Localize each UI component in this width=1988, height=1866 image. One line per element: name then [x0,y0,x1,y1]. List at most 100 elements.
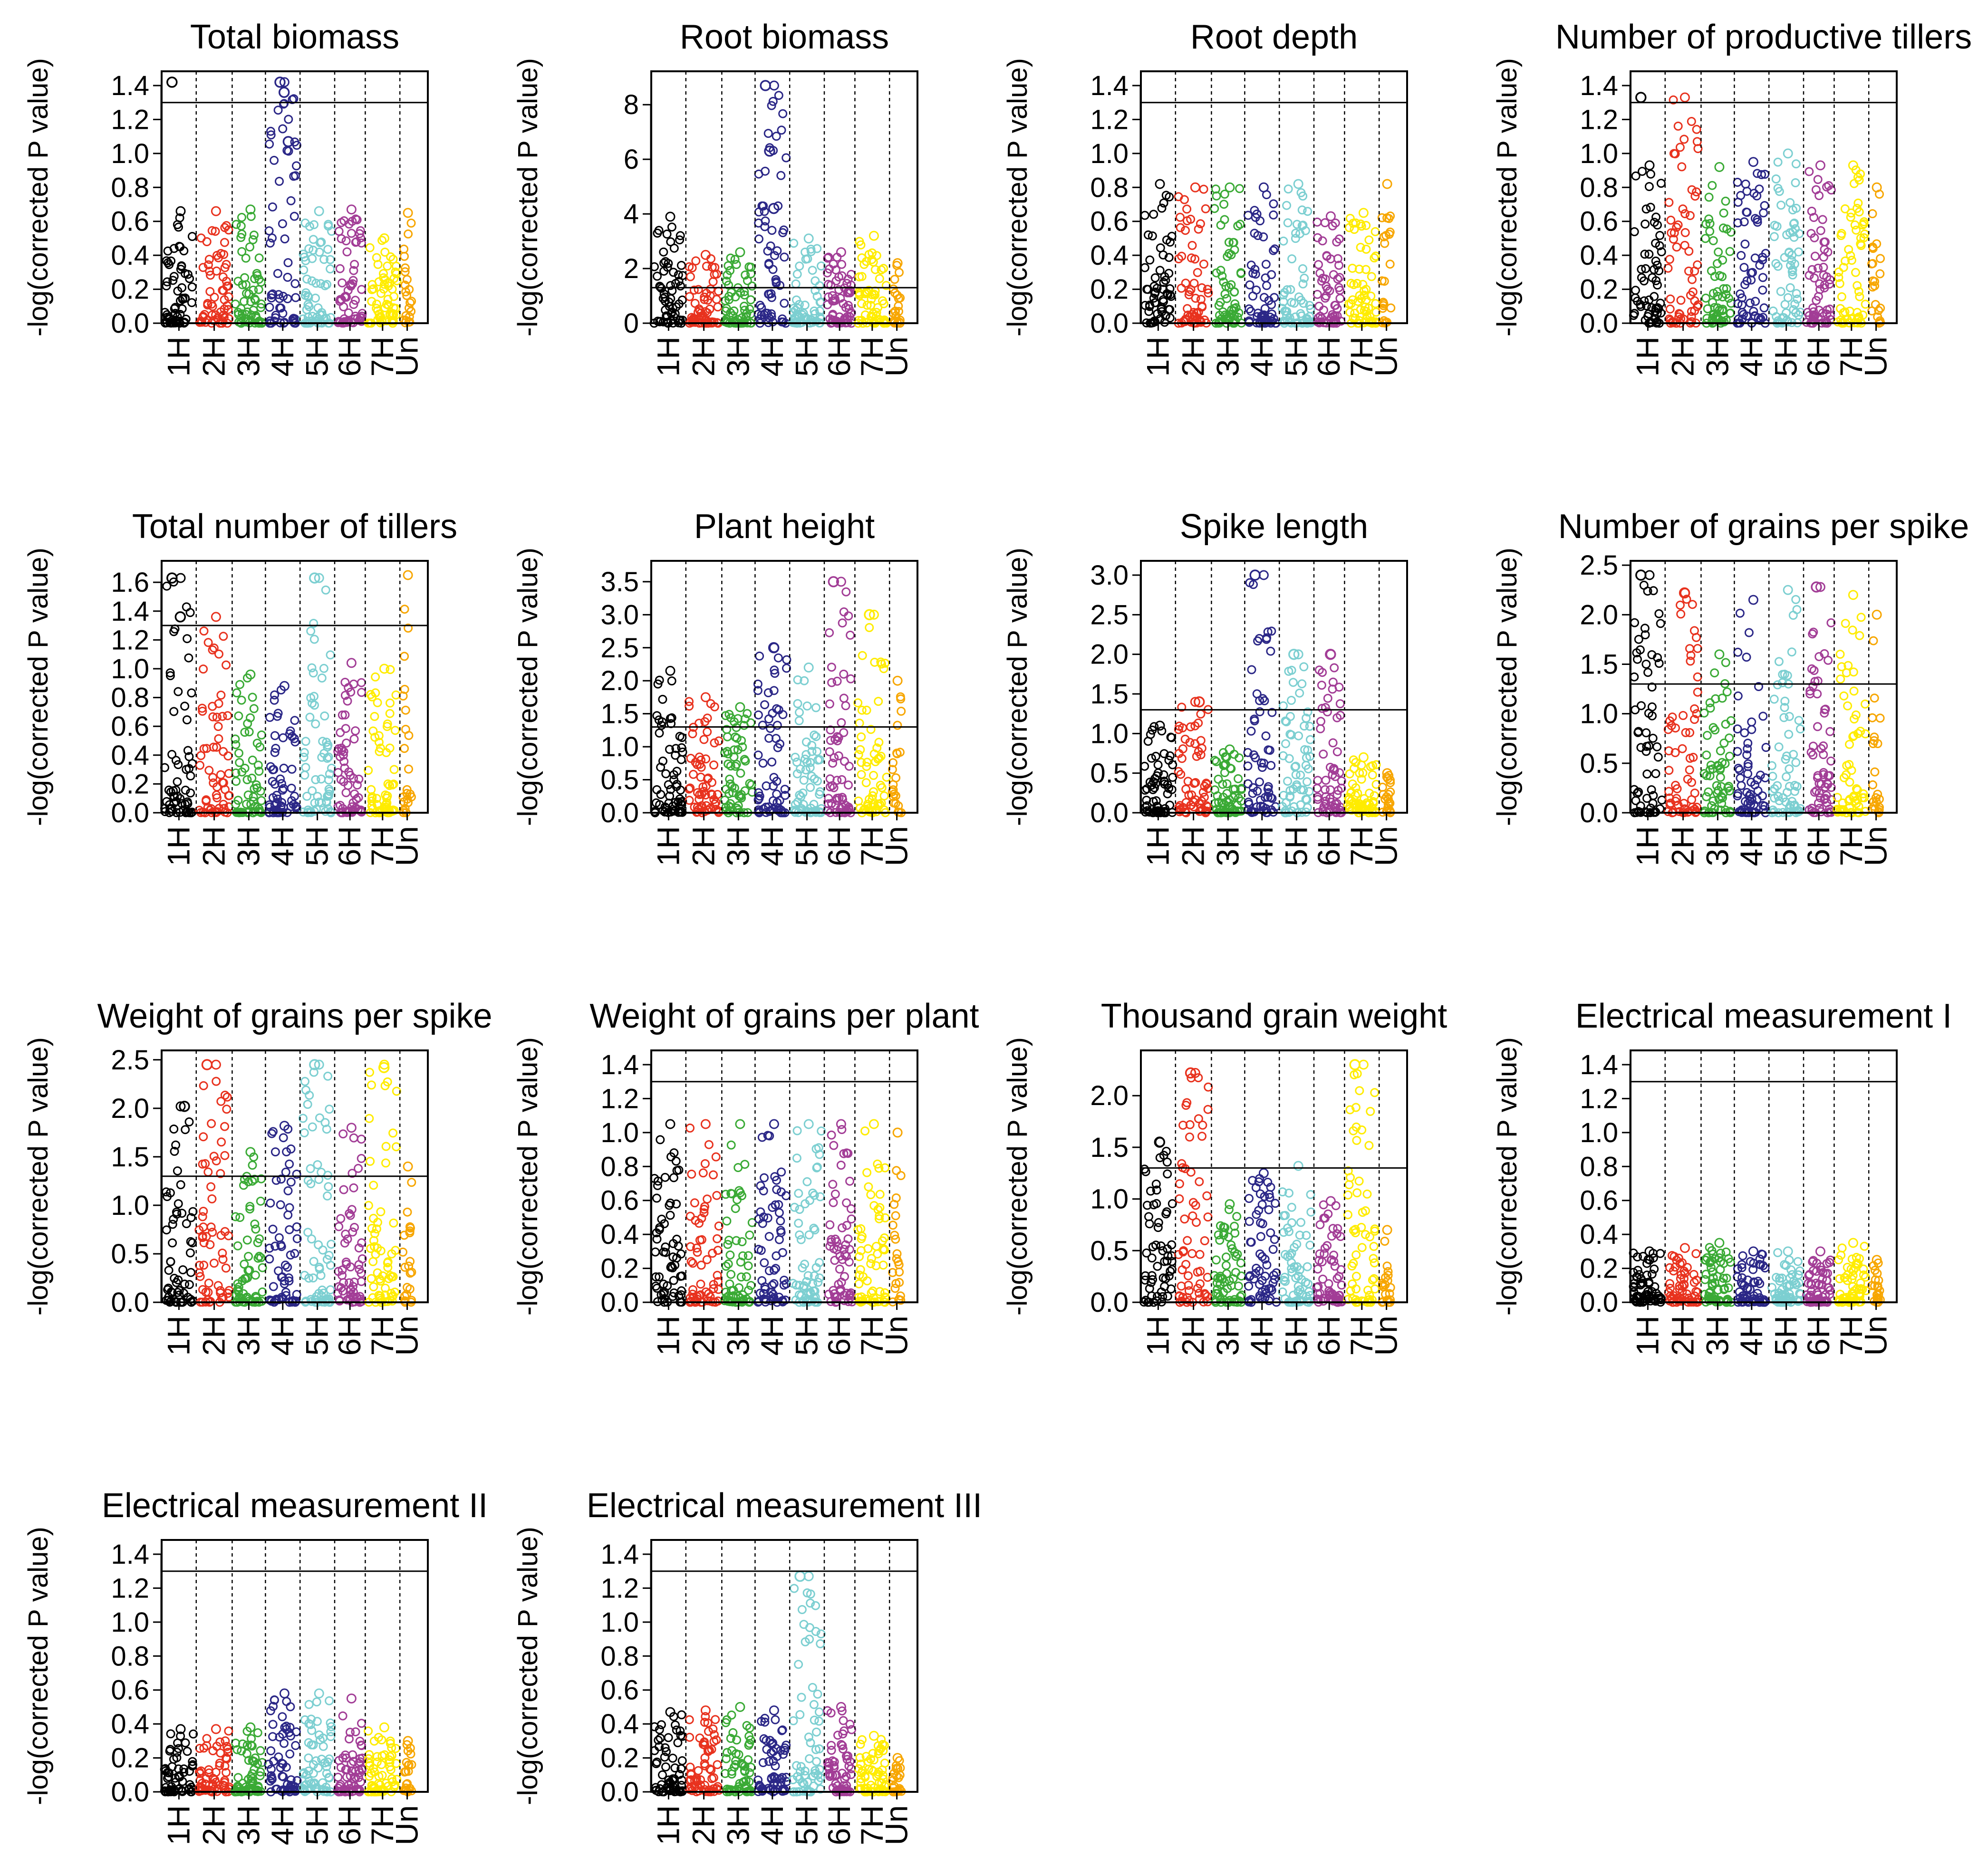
data-point [357,688,367,697]
data-point [224,225,233,235]
data-point [1654,609,1664,618]
data-point [1385,260,1395,269]
data-point [249,285,258,295]
data-point [198,706,207,716]
data-point [1867,306,1877,316]
data-point [892,1166,901,1175]
data-point [1297,221,1307,231]
data-point [309,635,319,644]
data-point [388,255,398,264]
data-point [1255,216,1265,226]
data-point [164,1266,174,1275]
data-point [776,1216,785,1226]
data-point [196,233,206,243]
data-point [237,247,247,256]
y-tick-label: 0.0 [111,308,149,339]
data-point [206,270,215,280]
data-point [666,1211,675,1220]
data-point [308,312,318,321]
data-point [864,1182,873,1192]
data-point [268,1224,278,1234]
data-point [1757,170,1766,179]
x-tick-label-5h: 5H [789,1316,824,1356]
data-point [183,269,193,279]
y-axis-label: -log(corrected P value) [1002,58,1033,337]
data-point [1786,260,1795,270]
data-point [1651,769,1660,779]
data-point [1708,316,1717,326]
peak-point [769,80,779,91]
data-point [219,632,228,641]
data-point [1379,298,1388,307]
data-point [1775,187,1784,196]
data-point [287,764,297,774]
data-point [854,750,863,760]
data-point [1296,188,1306,197]
data-point [745,1231,754,1240]
data-point [1382,213,1392,222]
data-point [209,643,219,653]
data-point [676,231,685,240]
x-tick-label-3h: 3H [720,826,755,866]
data-point [726,1140,736,1150]
data-point [1758,255,1767,265]
data-point [1245,304,1254,314]
data-point [1840,204,1850,213]
data-point [1261,260,1271,269]
data-point [290,279,300,289]
data-point [891,1211,900,1221]
data-point [671,302,681,312]
data-point [173,220,182,230]
y-tick-label: 0.0 [1090,308,1129,339]
y-tick-label: 2.0 [600,665,639,696]
data-point [1855,292,1864,301]
data-point [212,1077,221,1086]
data-point [1230,299,1240,308]
data-point [320,711,329,721]
data-point [238,309,247,318]
data-point [1669,234,1678,244]
data-point [862,300,872,310]
data-point [689,314,698,323]
data-point [1345,223,1354,232]
data-point [1630,618,1639,627]
data-point [794,716,804,725]
y-tick-label: 0 [624,308,639,339]
data-point [1212,191,1221,201]
data-point [1630,672,1639,682]
data-point [844,304,854,314]
peak-point [735,702,745,712]
data-point [1861,299,1870,309]
manhattan-panel: Root depth-log(corrected P value) 0.00.20… [1002,18,1408,376]
data-point [245,242,254,252]
data-point [288,95,297,104]
data-point [689,769,698,779]
data-point [834,272,843,282]
x-tick-label-7h: 7H [1344,337,1379,376]
data-point [392,1142,401,1152]
data-point [1846,208,1856,218]
data-point [1850,220,1860,230]
x-tick-label-2h: 2H [1176,337,1211,376]
data-point [1222,294,1232,303]
data-point [1182,204,1192,214]
data-point [1708,723,1718,732]
data-point [1190,254,1200,264]
y-tick-label: 2.5 [111,1045,149,1076]
data-point [186,1268,196,1277]
data-point [1693,144,1703,154]
data-point [212,793,222,802]
data-point [1791,595,1801,604]
data-point [1306,317,1316,327]
x-tick-label-5h: 5H [299,1316,335,1356]
data-point [1684,266,1693,276]
data-point [764,289,774,299]
x-tick-label-6h: 6H [1311,337,1346,376]
data-point [774,1208,784,1217]
data-point [217,1137,226,1147]
y-tick-label: 1.0 [1090,138,1129,169]
data-point [389,303,398,313]
significant-point [1249,569,1261,581]
data-point [266,130,276,140]
